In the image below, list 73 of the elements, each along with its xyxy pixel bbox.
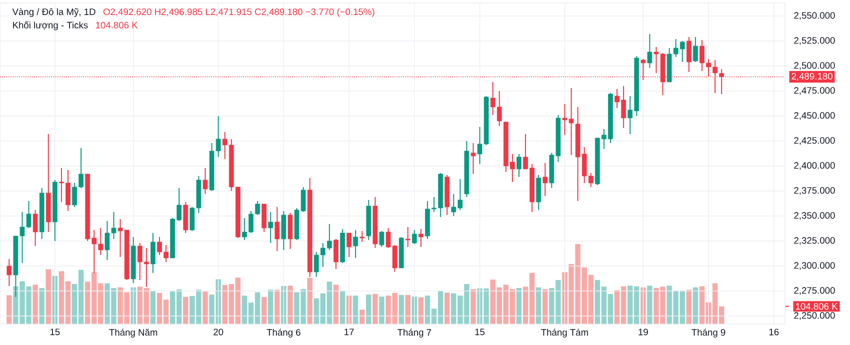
y-tick-label: 2,475.000 [794,87,835,95]
candlestick [360,230,365,242]
y-tick-label: 2,250.000 [794,312,835,320]
bar [405,294,410,324]
text: Khối lượng - Ticks [13,21,88,30]
annotation: 104.806 K [96,22,138,28]
bar [274,290,280,324]
candlestick [470,142,476,174]
bar [366,294,372,324]
x-tick-label: 16 [769,328,779,336]
y-tick-label: 2,525.000 [794,37,835,45]
candlestick [274,206,280,252]
bar [444,292,450,324]
y-tick-label: 2,550.000 [794,12,835,20]
x-tick-label: 15 [475,328,485,336]
candlestick [334,238,338,270]
x-tick-label: 15 [50,328,60,336]
bar [261,296,267,324]
bar [352,296,358,324]
candlestick [6,258,12,286]
y-tick-label: 2,400.000 [794,162,835,170]
bar [46,269,51,324]
candlestick [346,232,352,258]
bar [333,284,339,324]
y-tick-label: 2,450.000 [794,112,835,120]
y-tick-label: 2,425.000 [794,137,835,145]
candlestick [418,228,424,248]
bar [288,286,293,324]
x-tick-label: Tháng 7 [397,328,432,338]
bar [379,296,384,324]
x-tick-label: Tháng 6 [266,328,300,338]
y-tick-label: 2,275.000 [794,287,835,295]
candlestick [516,153,522,178]
y-tick-label: 2,325.000 [794,237,835,245]
candlestick [412,229,417,244]
bar [647,286,652,324]
candlestick [405,226,410,248]
candlestick [379,230,384,248]
y2-tick-label: 104.806 K [796,303,838,310]
candlestick [686,36,692,72]
candlestick [281,210,286,250]
x-tick-label: 20 [214,328,224,336]
ref-line-label: 2,489.180 [792,72,832,81]
x-tick-label: 17 [344,328,354,336]
candlestick [693,36,698,62]
candlestick [262,203,266,232]
bar [372,294,378,324]
x-tick-label: Tháng 9 [692,328,726,338]
candlestick [288,212,293,250]
bar [6,295,12,324]
bar [202,292,208,324]
y-tick-label: 2,300.000 [794,262,835,270]
candlestick [32,209,38,246]
text: Vàng / Đô la Mỹ, 1D [12,8,96,17]
bar [470,289,476,324]
candlestick [353,229,358,258]
bar [398,294,404,324]
candlestick [542,162,548,196]
bar [39,288,44,324]
y-tick-label: 2,500.000 [794,62,835,70]
bar [32,284,38,324]
y-tick-label: 2,375.000 [794,187,835,195]
x-tick-label: Tháng Tám [541,328,588,338]
candlestick [647,33,652,68]
x-tick-label: 19 [638,328,648,336]
bar [183,296,188,324]
y-tick-label: 2,350.000 [794,212,835,220]
candlestick [268,211,274,244]
candlestick [202,167,208,194]
candlestick [150,232,156,274]
annotation: O2,492.620 H2,496.985 L2,471.915 C2,489.180 −3.770 (−0.15%) [103,8,374,17]
x-tick-label: Tháng Năm [109,328,158,338]
bar [307,278,312,324]
